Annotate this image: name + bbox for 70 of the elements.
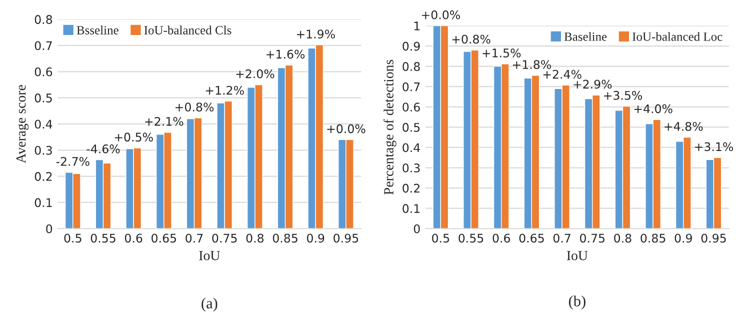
annotation: +1.5%: [482, 48, 521, 58]
y-tick-label: 1: [414, 22, 420, 30]
y-tick-label: 0.7: [402, 82, 420, 92]
legend-label: IoU-balanced Loc: [632, 32, 722, 41]
annotation: +2.1%: [145, 116, 184, 126]
legend-label: IoU-balanced Cls: [144, 26, 232, 34]
y-tick-label: 0.9: [402, 42, 420, 51]
annotation: +3.5%: [604, 90, 642, 100]
x-tick-label: 0.6: [492, 234, 510, 243]
annotation: +0.0%: [327, 124, 366, 134]
y-tick-label: 0: [46, 224, 52, 234]
x-tick-label: 0.9: [674, 234, 692, 243]
x-tick-label: 0.95: [701, 234, 726, 243]
y-tick-label: 0.6: [34, 67, 52, 76]
y-tick-label: 0.7: [34, 41, 52, 50]
y-tick-label: 0.6: [402, 102, 420, 112]
y-tick-label: 0: [414, 224, 420, 234]
x-tick-label: 0.95: [334, 234, 358, 243]
annotation: +4.0%: [634, 104, 672, 114]
text: (a): [202, 298, 218, 312]
x-tick-label: 0.65: [152, 234, 176, 243]
annotation: +1.6%: [266, 50, 305, 59]
annotation: +0.0%: [422, 10, 460, 20]
y-tick-label: 0.8: [402, 62, 420, 71]
x-tick-label: 0.8: [614, 234, 632, 243]
y-tick-label: 0.1: [402, 204, 420, 213]
y-tick-label: 0.4: [34, 120, 52, 129]
x-axis-title: IoU: [566, 251, 588, 260]
legend-label: Bsseline: [76, 26, 118, 34]
x-tick-label: 0.7: [553, 234, 570, 243]
y-tick-label: 0.2: [402, 184, 420, 193]
annotation: +1.8%: [513, 60, 551, 70]
annotation: +0.5%: [114, 132, 153, 142]
y-tick-label: 0.1: [34, 198, 52, 208]
annotation: +1.2%: [206, 86, 244, 95]
annotation: +2.9%: [574, 80, 612, 89]
x-tick-label: 0.65: [519, 234, 544, 243]
y-tick-label: 0.5: [402, 122, 420, 132]
y-tick-label: 0.3: [34, 146, 52, 155]
legend-label: Baseline: [564, 32, 607, 41]
x-tick-label: 0.7: [186, 234, 203, 243]
y-axis-title: Average score: [16, 85, 29, 164]
annotation: +4.8%: [664, 122, 703, 131]
x-axis-title: IoU: [199, 251, 220, 260]
annotation: -4.6%: [86, 144, 120, 154]
x-tick-label: 0.75: [580, 234, 604, 243]
x-tick-label: 0.5: [432, 234, 450, 243]
x-tick-label: 0.6: [124, 234, 142, 243]
y-tick-label: 0.8: [34, 15, 52, 24]
annotation: +2.0%: [236, 69, 274, 78]
annotation: +1.9%: [296, 30, 335, 39]
annotation: +2.4%: [543, 70, 582, 79]
annotation: -2.7%: [56, 156, 90, 166]
y-tick-label: 0.2: [34, 172, 52, 181]
y-tick-label: 0.5: [34, 94, 52, 102]
y-axis-title: Percentage of detections: [384, 60, 396, 195]
x-tick-label: 0.9: [307, 234, 324, 243]
annotation: +3.1%: [695, 142, 734, 152]
y-tick-label: 0.4: [402, 143, 420, 152]
x-tick-label: 0.55: [458, 234, 484, 243]
x-tick-label: 0.5: [64, 234, 82, 243]
x-tick-label: 0.75: [212, 234, 237, 243]
x-tick-label: 0.85: [640, 234, 666, 243]
y-tick-label: 0.3: [402, 163, 420, 172]
annotation: +0.8%: [176, 102, 214, 112]
text: (b): [568, 296, 586, 310]
x-tick-label: 0.85: [272, 234, 298, 243]
annotation: +0.8%: [452, 34, 490, 44]
x-tick-label: 0.8: [246, 234, 264, 243]
x-tick-label: 0.55: [90, 234, 116, 243]
